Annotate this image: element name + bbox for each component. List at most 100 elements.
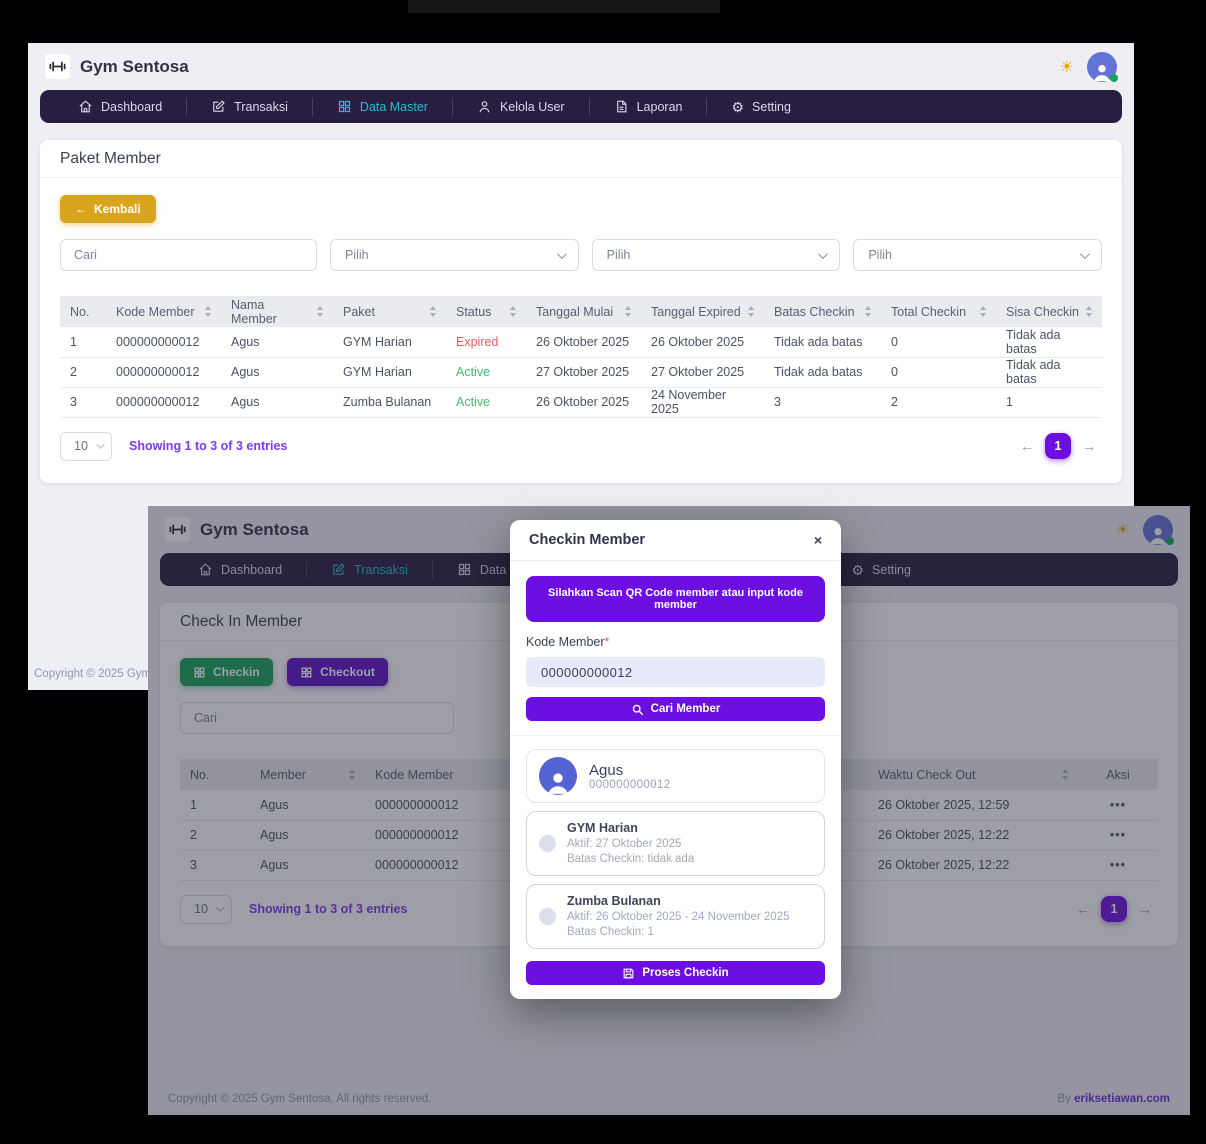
theme-toggle-sun-icon[interactable]: ☀: [1115, 521, 1130, 539]
table-row: 1 000000000012 Agus GYM Harian Expired 2…: [60, 327, 1102, 358]
app-header: Gym Sentosa ☀: [148, 506, 1190, 553]
nav-divider: [706, 97, 708, 116]
member-result-card: Agus 000000000012: [526, 749, 825, 803]
nav-dashboard[interactable]: Dashboard: [54, 90, 186, 123]
chevron-down-icon: [556, 248, 567, 259]
next-page-button[interactable]: →: [1082, 438, 1096, 454]
status-badge: Expired: [456, 334, 499, 349]
nav-laporan[interactable]: Laporan: [590, 90, 707, 123]
col-total-checkin: Total Checkin: [881, 296, 996, 327]
nav-transaksi[interactable]: Transaksi: [187, 90, 312, 123]
nav-divider: [306, 560, 308, 579]
close-icon[interactable]: ×: [813, 532, 822, 548]
nav-setting[interactable]: ⚙ Setting: [851, 561, 911, 578]
user-avatar[interactable]: [1143, 514, 1174, 545]
entries-summary: Showing 1 to 3 of 3 entries: [129, 439, 288, 453]
nav-divider: [311, 97, 313, 116]
sort-icon[interactable]: [748, 306, 754, 317]
window-check-in-member: Gym Sentosa ☀ Dashboard Transaksi: [148, 506, 1190, 1115]
person-icon: [1094, 64, 1110, 81]
user-icon: [479, 101, 490, 113]
nav-divider: [431, 560, 433, 579]
main-nav: Dashboard Transaksi Data Master Kelola U…: [40, 90, 1122, 123]
theme-toggle-sun-icon[interactable]: ☀: [1059, 58, 1074, 76]
page-title: Paket Member: [40, 140, 1122, 178]
actions-menu-icon[interactable]: •••: [1109, 858, 1127, 872]
per-page-select[interactable]: 10: [60, 431, 112, 461]
filter-select-3[interactable]: Pilih: [853, 239, 1103, 271]
online-status-dot: [1110, 73, 1118, 82]
actions-menu-icon[interactable]: •••: [1109, 797, 1127, 812]
col-waktu-check-out: Waktu Check Out: [868, 759, 1078, 790]
pagination: ← 1 →: [1020, 433, 1096, 459]
nav-divider: [451, 97, 453, 116]
user-avatar[interactable]: [1087, 51, 1118, 82]
credit-text: By eriksetiawan.com: [1057, 1093, 1170, 1105]
col-paket: Paket: [333, 296, 446, 327]
modal-title: Checkin Member: [529, 532, 646, 548]
gear-icon: ⚙: [731, 98, 745, 115]
package-option-gym-harian[interactable]: GYM Harian Aktif: 27 Oktober 2025 Batas …: [526, 811, 825, 876]
package-period: Aktif: 27 Oktober 2025: [567, 838, 682, 850]
nav-setting[interactable]: ⚙ Setting: [731, 98, 791, 115]
sort-icon[interactable]: [1062, 769, 1068, 780]
sort-icon[interactable]: [510, 306, 516, 317]
radio-icon[interactable]: [539, 907, 556, 925]
table-header-row: No. Kode Member Nama Member Paket Status…: [60, 296, 1102, 327]
sort-icon[interactable]: [865, 306, 871, 317]
member-code: 000000000012: [589, 778, 671, 791]
edit-icon: [333, 563, 345, 575]
nav-kelola-user[interactable]: Kelola User: [453, 90, 589, 123]
proses-checkin-button[interactable]: Proses Checkin: [526, 961, 825, 985]
kode-member-input[interactable]: [526, 657, 825, 687]
package-name: Zumba Bulanan: [567, 894, 661, 908]
back-arrow-icon: ←: [75, 202, 87, 216]
prev-page-button[interactable]: ←: [1076, 901, 1090, 917]
filter-select-2[interactable]: Pilih: [591, 239, 841, 271]
credit-link[interactable]: eriksetiawan.com: [1074, 1093, 1170, 1105]
filter-select-1[interactable]: Pilih: [330, 239, 579, 271]
package-name: GYM Harian: [567, 821, 638, 835]
grid-icon: [194, 667, 205, 677]
current-page-button[interactable]: 1: [1101, 896, 1127, 922]
sort-icon[interactable]: [205, 306, 211, 317]
person-icon: [548, 773, 568, 794]
prev-page-button[interactable]: ←: [1020, 438, 1034, 454]
status-badge: Active: [456, 365, 491, 379]
table-row: 2 000000000012 Agus GYM Harian Active 27…: [60, 357, 1102, 388]
home-icon: [79, 100, 92, 113]
nav-transaksi[interactable]: Transaksi: [307, 553, 432, 586]
nav-divider: [588, 97, 590, 116]
gear-icon: ⚙: [851, 561, 865, 578]
radio-icon[interactable]: [539, 834, 556, 852]
col-status: Status: [446, 296, 526, 327]
sort-icon[interactable]: [625, 306, 631, 317]
package-option-zumba-bulanan[interactable]: Zumba Bulanan Aktif: 26 Oktober 2025 - 2…: [526, 884, 825, 949]
checkout-tab-button[interactable]: Checkout: [287, 658, 388, 686]
sort-icon[interactable]: [1086, 306, 1092, 317]
search-input[interactable]: [180, 702, 454, 734]
per-page-select[interactable]: 10: [180, 894, 232, 924]
chevron-down-icon: [96, 440, 105, 449]
col-kode-member: Kode Member: [106, 296, 221, 327]
search-input[interactable]: [60, 239, 317, 271]
next-page-button[interactable]: →: [1138, 901, 1152, 917]
home-icon: [199, 563, 212, 576]
actions-menu-icon[interactable]: •••: [1109, 828, 1127, 842]
search-icon: [632, 704, 643, 715]
window-paket-member: Gym Sentosa ☀ Dashboard Transaksi Data M…: [28, 43, 1134, 690]
back-button[interactable]: ← Kembali: [60, 195, 156, 223]
current-page-button[interactable]: 1: [1045, 433, 1071, 459]
sort-icon[interactable]: [349, 769, 355, 780]
col-aksi: Aksi: [1078, 759, 1158, 790]
top-dark-strip: [408, 0, 720, 13]
filter-bar: Pilih Pilih Pilih: [60, 239, 1103, 271]
sort-icon[interactable]: [317, 306, 323, 317]
nav-dashboard[interactable]: Dashboard: [174, 553, 306, 586]
sort-icon[interactable]: [980, 306, 986, 317]
member-avatar: [539, 757, 577, 795]
checkin-tab-button[interactable]: Checkin: [180, 658, 273, 686]
nav-data-master[interactable]: Data Master: [313, 90, 452, 123]
cari-member-button[interactable]: Cari Member: [526, 697, 825, 721]
sort-icon[interactable]: [430, 306, 436, 317]
